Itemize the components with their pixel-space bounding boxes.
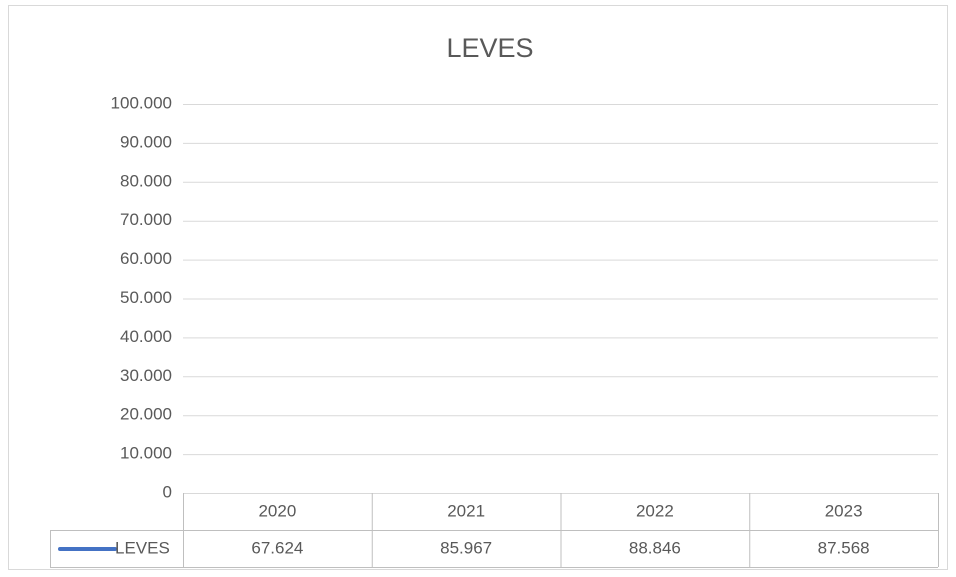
table-value: 88.846 [629,538,681,557]
y-tick-label: 70.000 [120,210,172,229]
y-tick-label: 80.000 [120,171,172,190]
x-tick-label: 2020 [258,501,296,520]
y-tick-label: 40.000 [120,327,172,346]
data-table [50,530,938,568]
x-tick-label: 2023 [825,501,863,520]
y-tick-label: 60.000 [120,249,172,268]
chart-border [8,5,948,570]
chart-title: LEVES [446,33,533,63]
x-tick-label: 2021 [447,501,485,520]
y-tick-label: 20.000 [120,405,172,424]
y-tick-label: 0 [163,482,172,501]
y-tick-label: 50.000 [120,288,172,307]
legend-label: LEVES [115,538,170,557]
table-value: 85.967 [440,538,492,557]
x-tick-label: 2022 [636,501,674,520]
y-tick-label: 10.000 [120,444,172,463]
y-tick-label: 90.000 [120,132,172,151]
y-tick-label: 100.000 [111,93,172,112]
table-value: 67.624 [251,538,303,557]
y-tick-label: 30.000 [120,366,172,385]
table-value: 87.568 [818,538,870,557]
